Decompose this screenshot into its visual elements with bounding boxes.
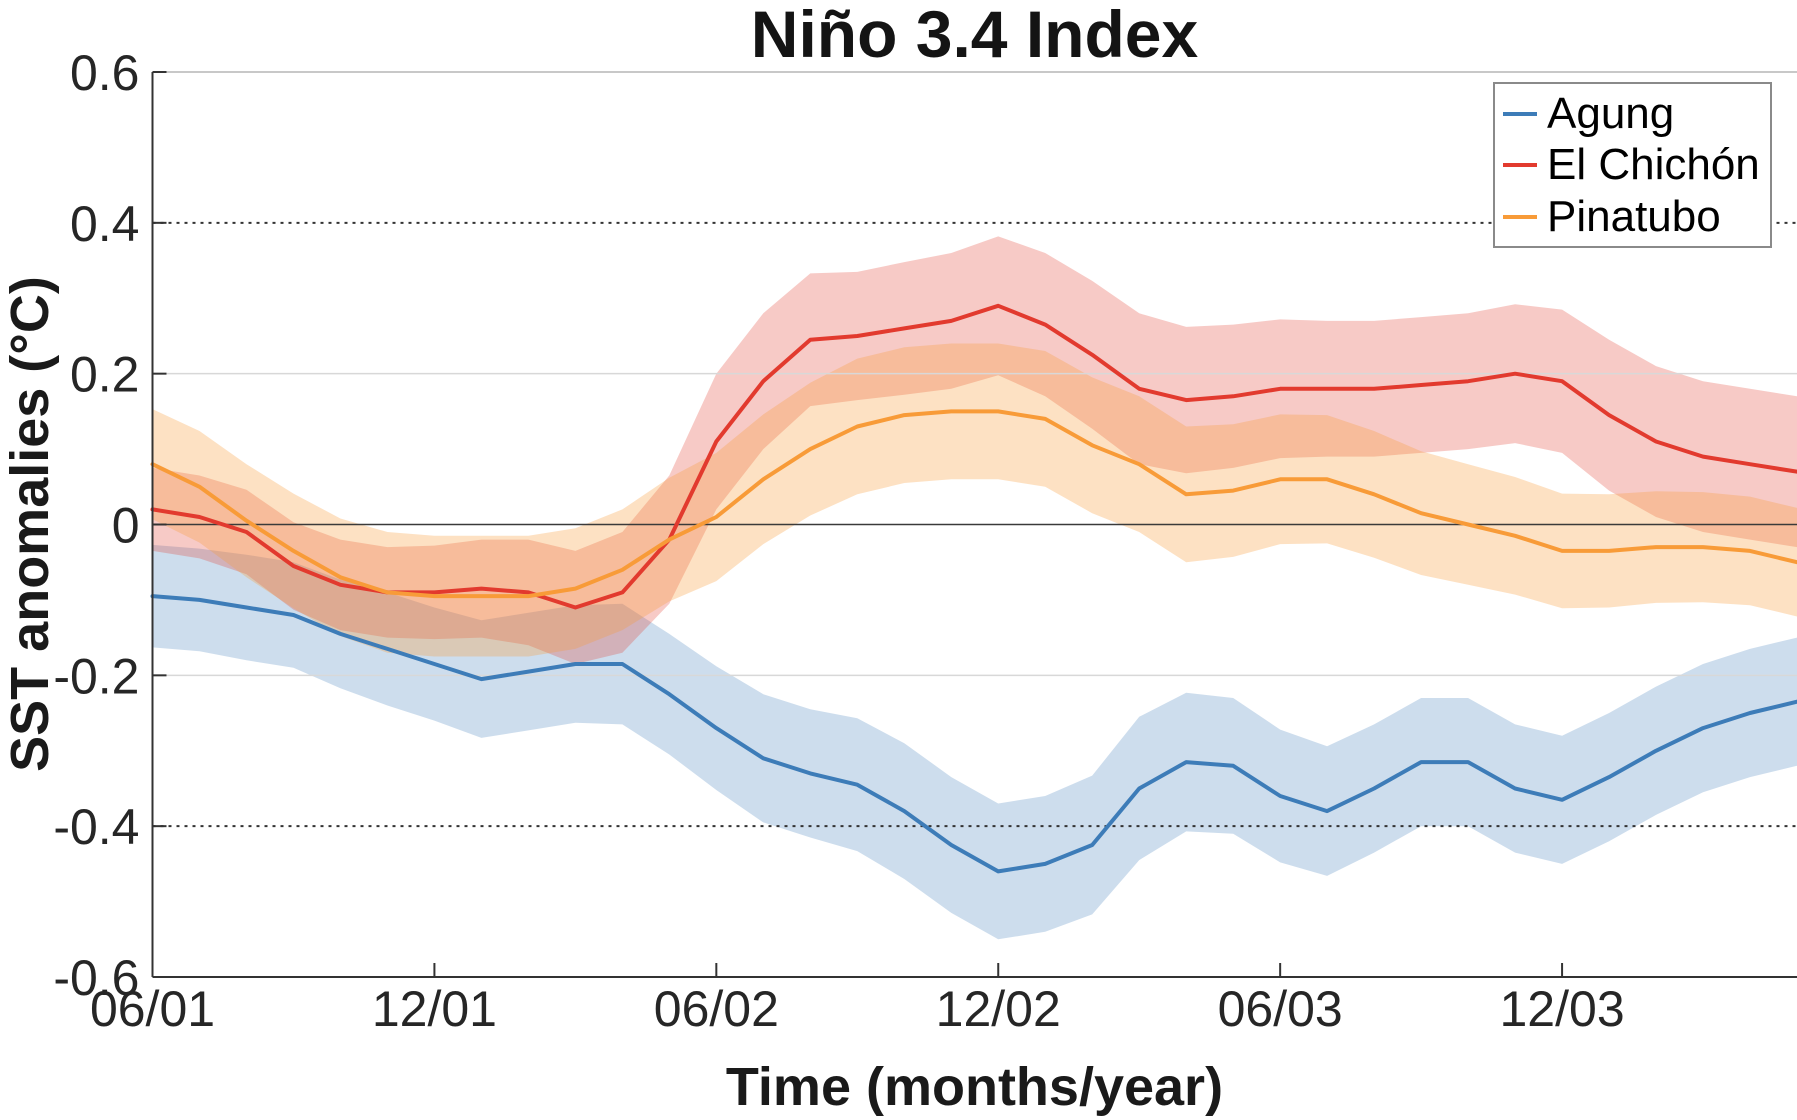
legend-label-el-chichon: El Chichón (1547, 140, 1760, 189)
y-tick-label: -0.6 (53, 950, 139, 1006)
y-tick-label: 0 (112, 498, 140, 554)
legend-item-pinatubo: Pinatubo (1495, 191, 1770, 241)
x-tick-label: 06/02 (654, 981, 779, 1037)
x-tick-label: 12/02 (936, 981, 1061, 1037)
line-pinatubo (150, 409, 1797, 599)
x-tick-label: 12/03 (1500, 981, 1625, 1037)
legend: Agung El Chichón Pinatubo (1493, 82, 1772, 248)
x-axis-label: Time (months/year) (725, 1057, 1224, 1117)
line-el-chichón (150, 303, 1797, 610)
band-agung (152, 544, 1797, 940)
agung-line-swatch (1503, 111, 1537, 116)
x-tick-label: 06/01 (90, 981, 215, 1037)
y-tick-label: 0.4 (70, 196, 140, 252)
band-pinatubo (152, 343, 1797, 657)
band-el-chichón (152, 236, 1797, 664)
pinatubo-line-swatch (1503, 214, 1537, 219)
y-tick-label: -0.2 (53, 648, 139, 704)
legend-label-agung: Agung (1547, 88, 1675, 138)
y-tick-label: 0.6 (70, 45, 140, 101)
x-tick-label: 12/01 (372, 981, 497, 1037)
legend-item-agung: Agung (1495, 88, 1770, 138)
y-tick-label: -0.4 (53, 799, 139, 855)
y-tick-label: 0.2 (70, 347, 140, 403)
el-chichon-line-swatch (1503, 163, 1537, 167)
legend-item-el-chichon: El Chichón (1495, 143, 1770, 187)
line-agung (150, 594, 1797, 874)
x-tick-label: 06/03 (1218, 981, 1343, 1037)
legend-label-pinatubo: Pinatubo (1547, 191, 1721, 241)
chart-title: Niño 3.4 Index (750, 0, 1199, 71)
